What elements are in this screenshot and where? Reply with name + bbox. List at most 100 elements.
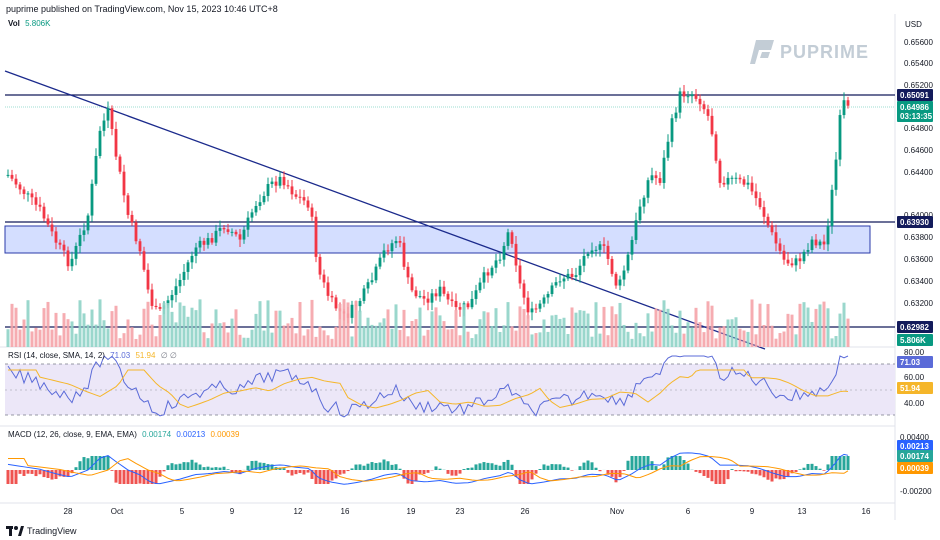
macd-hist-bar — [342, 470, 346, 474]
macd-hist-bar — [150, 470, 154, 484]
price-tick-label: 0.64000 — [904, 211, 933, 220]
macd-hist-bar — [586, 460, 590, 470]
volume-badge: 5.806K — [897, 334, 933, 346]
macd-legend[interactable]: MACD (12, 26, close, 9, EMA, EMA) 0.0017… — [8, 430, 239, 439]
candle — [398, 240, 402, 243]
macd-hist-bar — [570, 470, 574, 471]
volume-bar — [626, 331, 630, 347]
candle — [390, 243, 394, 252]
macd-hist-bar — [406, 470, 410, 484]
macd-hist-bar — [130, 470, 134, 484]
volume-bar — [598, 333, 602, 347]
candle — [190, 255, 194, 263]
volume-bar — [714, 338, 718, 347]
volume-bar — [518, 306, 522, 347]
volume-bar — [818, 304, 822, 347]
macd-value-badge-bg — [897, 440, 933, 452]
candle — [754, 191, 758, 199]
candle — [74, 245, 78, 259]
candle — [786, 259, 790, 264]
macd-hist-bar — [434, 466, 438, 470]
mid-level-price-badge-text: 0.63930 — [900, 218, 929, 227]
candle — [590, 250, 594, 254]
volume-bar — [310, 299, 314, 347]
macd-hist-bar — [286, 470, 290, 473]
volume-bar — [282, 325, 286, 347]
candle — [210, 238, 214, 243]
macd-hist-bar — [398, 468, 402, 470]
volume-bar — [830, 338, 834, 347]
candle — [10, 174, 14, 179]
candle — [522, 283, 526, 298]
volume-bar — [234, 309, 238, 347]
volume-bar — [530, 334, 534, 347]
volume-bar — [230, 318, 234, 347]
candle — [62, 244, 66, 251]
volume-bar — [786, 313, 790, 347]
candle — [558, 281, 562, 283]
candle — [830, 189, 834, 227]
tradingview-footer[interactable]: TradingView — [6, 526, 77, 536]
rsi-legend[interactable]: RSI (14, close, SMA, 14, 2) 71.03 51.94 … — [8, 351, 177, 360]
volume-bar — [446, 329, 450, 347]
candle — [86, 215, 90, 231]
macd-label: MACD (12, 26, close, 9, EMA, EMA) — [8, 430, 137, 439]
volume-bar — [458, 335, 462, 347]
macd-value-badge-text: 0.00213 — [900, 442, 929, 451]
macd-hist-bar — [614, 470, 618, 483]
volume-bar — [586, 313, 590, 347]
volume-bar — [646, 313, 650, 347]
candle — [26, 193, 30, 195]
countdown-badge: 03:13:35 — [897, 110, 933, 122]
macd-hist-bar — [266, 464, 270, 470]
volume-bar — [438, 315, 442, 347]
current-price-badge-text: 0.64986 — [900, 103, 929, 112]
macd-hist-bar — [454, 470, 458, 476]
macd-hist-bar — [794, 470, 798, 472]
macd-hist-bar — [338, 470, 342, 475]
descending-trendline — [4, 70, 766, 350]
macd-hist-bar — [642, 456, 646, 470]
macd-hist-bar — [678, 456, 682, 470]
volume-bar — [270, 332, 274, 347]
candle — [650, 175, 654, 181]
volume-bar — [434, 307, 438, 347]
candle — [170, 294, 174, 301]
volume-bar — [482, 311, 486, 347]
macd-hist-bar — [378, 462, 382, 470]
support-price-badge-bg — [897, 321, 933, 333]
volume-bar — [342, 299, 346, 347]
volume-bar — [630, 338, 634, 347]
volume-bar — [178, 302, 182, 347]
candle — [530, 308, 534, 313]
currency-label[interactable]: USD — [905, 20, 922, 29]
candle — [442, 286, 446, 294]
candle — [22, 189, 26, 194]
macd-hist-bar — [482, 462, 486, 470]
volume-bar — [650, 331, 654, 347]
macd-hist-bar — [558, 464, 562, 470]
volume-bar — [334, 326, 338, 347]
candle — [366, 282, 370, 289]
candle — [802, 251, 806, 262]
macd-hist-bar — [726, 470, 730, 480]
candle — [602, 244, 606, 246]
volume-bar — [338, 304, 342, 347]
volume-bar — [750, 299, 754, 347]
candle — [458, 307, 462, 310]
volume-bar — [490, 325, 494, 347]
macd-hist-bar — [502, 461, 506, 470]
volume-bar — [398, 330, 402, 347]
volume-bar — [82, 313, 86, 347]
volume-bar — [822, 301, 826, 347]
macd-hist-bar — [474, 464, 478, 470]
macd-hist-bar — [702, 470, 706, 476]
candle — [834, 159, 838, 190]
candle — [306, 200, 310, 208]
candle — [554, 282, 558, 286]
macd-hist-bar — [450, 470, 454, 476]
volume-bar — [578, 310, 582, 347]
volume-bar — [326, 335, 330, 347]
volume-bar — [798, 303, 802, 347]
